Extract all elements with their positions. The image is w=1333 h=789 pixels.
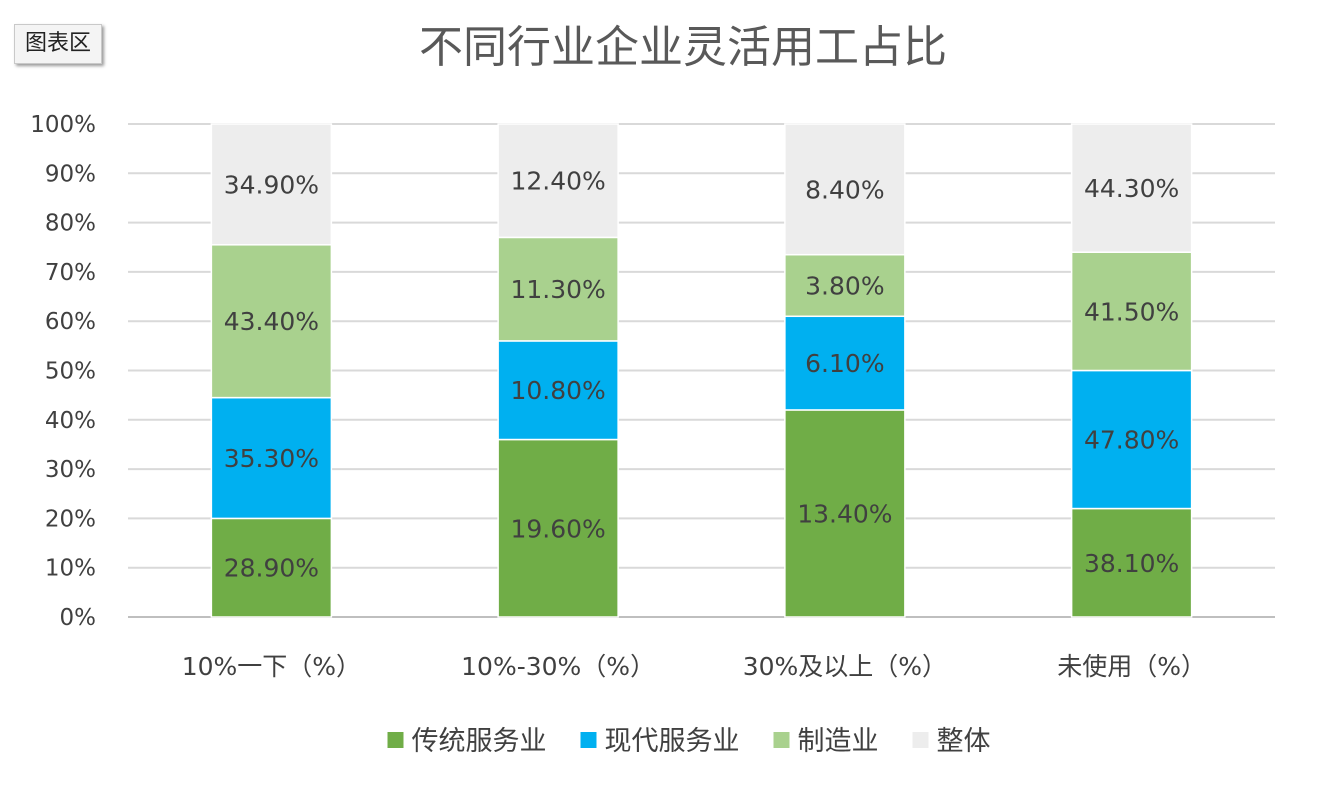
y-tick-label: 10% <box>45 556 96 582</box>
data-label: 43.40% <box>224 307 319 336</box>
bar-segment <box>210 517 333 618</box>
y-tick-label: 70% <box>45 260 96 286</box>
bar-segment <box>784 123 906 256</box>
data-label: 38.10% <box>1084 549 1179 578</box>
data-label: 35.30% <box>224 444 319 473</box>
data-label: 19.60% <box>510 514 605 543</box>
y-tick-label: 90% <box>45 161 96 187</box>
legend-swatch <box>773 732 790 748</box>
bar-segment <box>497 438 619 618</box>
bar-segment <box>1070 507 1193 618</box>
y-tick-label: 80% <box>45 211 96 237</box>
bar-segment <box>1070 369 1193 510</box>
legend: 传统服务业 现代服务业 制造业 整体 <box>387 726 991 757</box>
data-label: 10.80% <box>510 376 605 405</box>
data-label: 3.80% <box>805 271 884 300</box>
data-label: 47.80% <box>1084 426 1179 455</box>
data-label: 11.30% <box>510 275 605 304</box>
y-tick-label: 50% <box>45 359 96 385</box>
y-axis: 0% 10% 20% 30% 40% 50% 60% 70% 80% 90% 100% <box>30 112 96 631</box>
legend-label: 整体 <box>937 726 991 757</box>
bar-segment <box>784 253 906 318</box>
data-label: 6.10% <box>805 349 884 378</box>
legend-label: 制造业 <box>798 726 879 757</box>
y-tick-label: 100% <box>30 112 96 138</box>
y-tick-label: 30% <box>45 457 96 483</box>
data-labels: 28.90% 35.30% 43.40% 34.90% 19.60% 10.80% 11.3… <box>224 167 1180 583</box>
bar-segment <box>497 340 619 441</box>
legend-swatch <box>580 732 597 748</box>
bar-segment <box>1070 251 1193 372</box>
bar-segment <box>784 315 906 411</box>
bar-segment <box>497 236 619 342</box>
data-label: 8.40% <box>805 175 884 204</box>
y-tick-label: 20% <box>45 506 96 532</box>
x-tick-label: 10%-30%（%） <box>461 652 655 681</box>
x-tick-label: 30%及以上（%） <box>743 652 947 681</box>
bar-segment <box>1070 123 1193 253</box>
data-label: 13.40% <box>797 499 892 528</box>
bar-segment <box>210 244 333 399</box>
y-tick-label: 40% <box>45 408 96 434</box>
x-axis: 10%一下（%） 10%-30%（%） 30%及以上（%） 未使用（%） <box>182 652 1206 681</box>
y-tick-label: 60% <box>45 309 96 335</box>
bar-segment <box>497 123 619 239</box>
legend-swatch <box>912 732 929 748</box>
legend-swatch <box>387 732 404 748</box>
chart-area-tag[interactable]: 图表区 <box>14 24 103 64</box>
y-tick-label: 0% <box>60 605 97 631</box>
bar-segment <box>784 409 906 618</box>
x-tick-label: 10%一下（%） <box>182 652 361 681</box>
data-label: 12.40% <box>510 167 605 196</box>
bar-segment <box>210 123 333 246</box>
data-label: 34.90% <box>224 170 319 199</box>
bars <box>210 123 1193 618</box>
bar-segment <box>210 396 333 520</box>
legend-label: 现代服务业 <box>605 726 740 757</box>
data-label: 28.90% <box>224 554 319 583</box>
data-label: 41.50% <box>1084 297 1179 326</box>
x-tick-label: 未使用（%） <box>1057 652 1206 681</box>
legend-label: 传统服务业 <box>412 726 547 757</box>
chart-title: 不同行业企业灵活用工占比 <box>419 22 947 73</box>
data-label: 44.30% <box>1084 174 1179 203</box>
